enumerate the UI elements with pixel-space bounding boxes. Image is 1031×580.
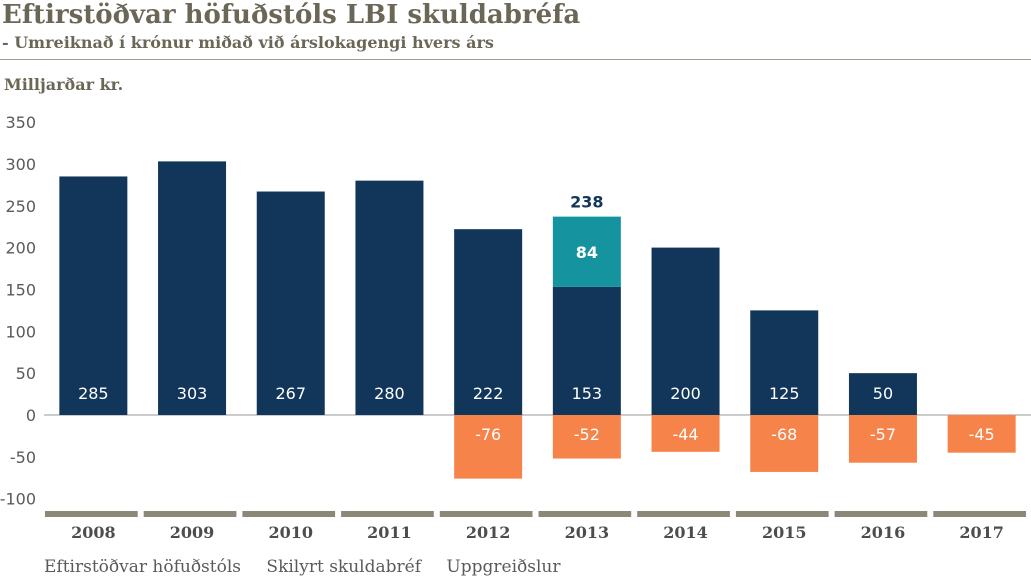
title-divider: [0, 59, 1031, 60]
x-tick-label: 2014: [663, 523, 708, 542]
x-tick-label: 2012: [466, 523, 511, 542]
y-axis-label: Milljarðar kr.: [4, 75, 124, 94]
x-tick-label: 2016: [861, 523, 906, 542]
bar-label-eftirstodvar: 125: [769, 384, 800, 403]
bar-label-eftirstodvar: 153: [572, 384, 603, 403]
bar-uppgreidslur: [848, 415, 917, 463]
bar-label-uppgreidslur: -57: [870, 425, 896, 444]
bar-label-eftirstodvar: 280: [374, 384, 405, 403]
x-tick-label: 2008: [71, 523, 116, 542]
bar-label-uppgreidslur: -44: [672, 425, 698, 444]
x-axis-segment: [933, 511, 1026, 517]
x-axis-segment: [45, 511, 138, 517]
x-axis-segment: [735, 511, 829, 517]
x-axis-segment: [341, 511, 434, 517]
bar-label-uppgreidslur: -76: [475, 425, 501, 444]
bar-eftirstodvar: [552, 286, 621, 415]
bar-uppgreidslur: [947, 415, 1016, 453]
bar-label-uppgreidslur: -68: [771, 425, 797, 444]
legend-item-eftirstodvar: Eftirstöðvar höfuðstóls: [44, 557, 242, 577]
x-axis-segment: [637, 511, 730, 517]
bar-label-eftirstodvar: 200: [670, 384, 701, 403]
legend-item-uppgreidslur: Uppgreiðslur: [446, 557, 561, 577]
bar-eftirstodvar: [158, 161, 227, 415]
bar-label-skilyrt: 84: [576, 243, 598, 262]
bar-uppgreidslur: [454, 415, 523, 479]
legend: Eftirstöðvar höfuðstóls Skilyrt skuldabr…: [44, 557, 580, 577]
chart-subtitle: - Umreiknað í krónur miðað við árslokage…: [2, 33, 494, 52]
x-axis-segment: [834, 511, 928, 517]
x-axis-segment: [538, 511, 632, 517]
y-tick-label: 150: [5, 280, 36, 299]
x-tick-label: 2013: [565, 523, 610, 542]
bar-eftirstodvar: [750, 310, 819, 415]
x-tick-label: 2017: [959, 523, 1004, 542]
bar-label-eftirstodvar: 50: [873, 384, 893, 403]
y-tick-label: -100: [0, 490, 36, 509]
y-tick-label: 0: [26, 406, 36, 425]
x-tick-label: 2011: [367, 523, 412, 542]
bar-label-eftirstodvar: 222: [473, 384, 504, 403]
bar-eftirstodvar: [355, 180, 424, 415]
bar-label-uppgreidslur: -45: [969, 425, 995, 444]
bar-eftirstodvar: [651, 247, 720, 415]
bar-label-eftirstodvar: 303: [177, 384, 208, 403]
chart-title: Eftirstöðvar höfuðstóls LBI skuldabréfa: [2, 0, 581, 30]
bar-uppgreidslur: [750, 415, 819, 472]
y-tick-label: 100: [5, 322, 36, 341]
bar-uppgreidslur: [651, 415, 720, 452]
y-tick-label: 300: [5, 155, 36, 174]
bar-eftirstodvar: [59, 176, 128, 415]
legend-item-skilyrt: Skilyrt skuldabréf: [266, 557, 421, 577]
bar-eftirstodvar: [848, 373, 917, 415]
x-axis-segment: [143, 511, 237, 517]
y-tick-label: -50: [10, 448, 36, 467]
x-axis-segment: [439, 511, 533, 517]
bar-uppgreidslur: [552, 415, 621, 459]
y-tick-label: 250: [5, 197, 36, 216]
x-tick-label: 2009: [170, 523, 215, 542]
bar-skilyrt: [552, 216, 621, 287]
bar-label-eftirstodvar: 285: [78, 384, 109, 403]
x-axis-segment: [242, 511, 336, 517]
bar-label-eftirstodvar: 267: [275, 384, 306, 403]
bar-label-uppgreidslur: -52: [574, 425, 600, 444]
y-tick-label: 200: [5, 239, 36, 258]
x-tick-label: 2010: [268, 523, 313, 542]
y-tick-label: 50: [16, 364, 36, 383]
bar-eftirstodvar: [454, 229, 523, 415]
total-annotation: 238: [570, 193, 603, 212]
y-tick-label: 350: [5, 113, 36, 132]
bar-eftirstodvar: [256, 191, 325, 415]
x-tick-label: 2015: [762, 523, 807, 542]
